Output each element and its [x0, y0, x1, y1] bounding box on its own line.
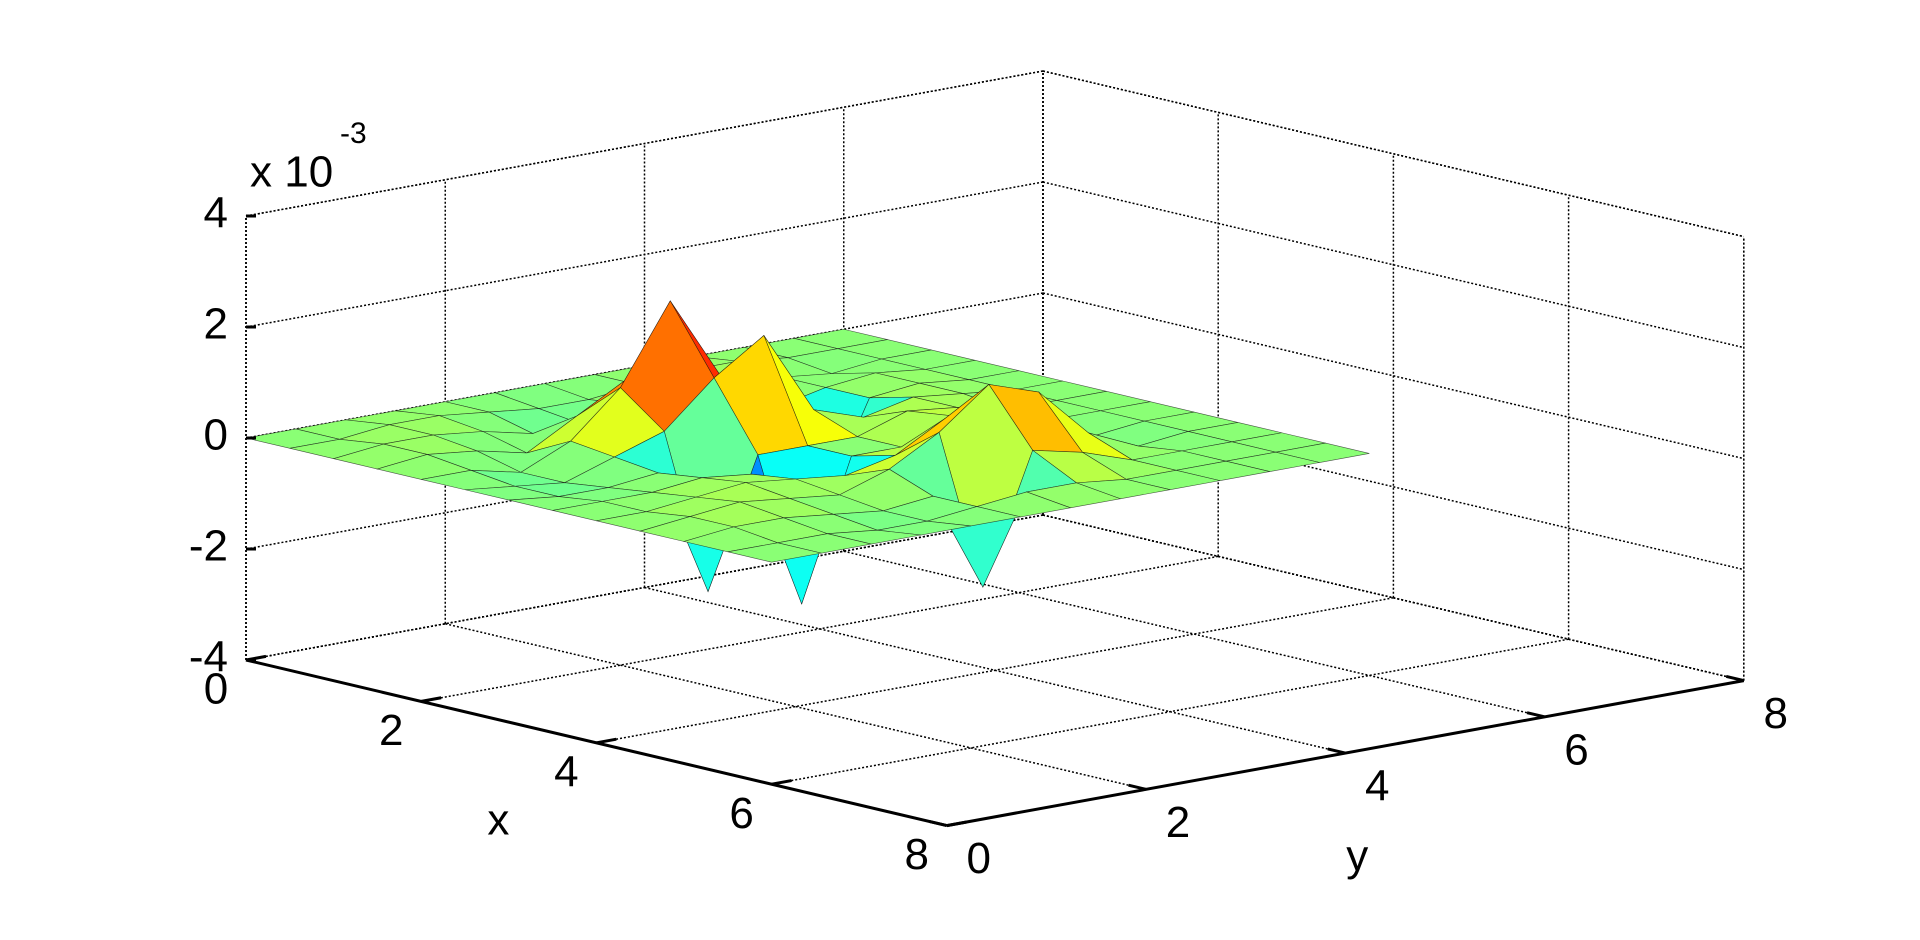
z-exponent-base: x 10 [250, 148, 333, 197]
z-tick-label: -4 [189, 633, 228, 682]
y-tick [1327, 747, 1346, 755]
y-tick-label: 0 [967, 834, 991, 883]
x-axis-label: x [487, 795, 509, 844]
y-tick [1725, 675, 1745, 683]
x-tick-label: 6 [729, 789, 753, 838]
y-tick [1526, 711, 1545, 719]
y-tick-label: 6 [1564, 725, 1588, 774]
y-tick-label: 2 [1166, 798, 1190, 847]
grid-line [1042, 181, 1744, 349]
x-tick-label: 0 [204, 665, 228, 714]
grid-line [245, 514, 1044, 661]
x-tick-label: 2 [379, 706, 403, 755]
grid-line [1042, 514, 1744, 682]
y-tick [1128, 783, 1147, 791]
z-exponent-power: -3 [340, 117, 367, 150]
x-tick-label: 4 [554, 747, 578, 796]
z-tick-label: 2 [204, 300, 228, 349]
grid-line [245, 181, 1044, 328]
grid-line [1042, 292, 1744, 460]
z-tick-label: 4 [204, 189, 228, 238]
y-tick-label: 4 [1365, 762, 1389, 811]
y-tick-label: 8 [1764, 689, 1788, 738]
z-tick-label: 0 [204, 411, 228, 460]
z-tick-label: -2 [189, 522, 228, 571]
x-tick [771, 779, 792, 786]
grid-line [843, 550, 1545, 718]
x-tick [946, 820, 967, 828]
y-axis-label: y [1346, 832, 1368, 881]
x-tick-label: 8 [905, 830, 929, 879]
grid-line [245, 70, 1044, 217]
grid-line [445, 623, 1147, 791]
surface-patch [727, 542, 822, 563]
grid-line [1042, 70, 1744, 238]
y-tick [928, 820, 948, 828]
x-tick [420, 696, 442, 703]
x-tick [596, 737, 617, 745]
grid-line [644, 586, 1346, 754]
